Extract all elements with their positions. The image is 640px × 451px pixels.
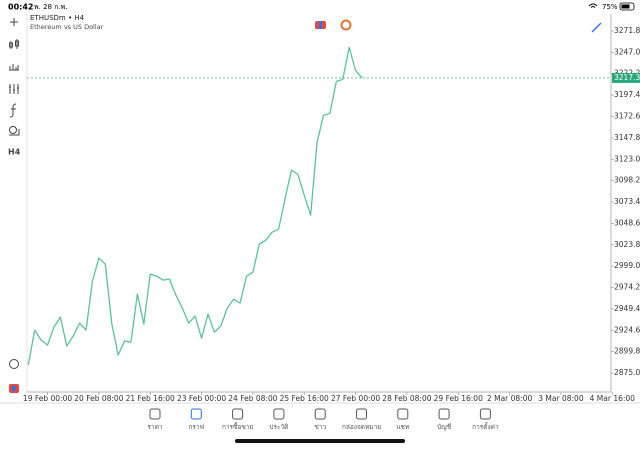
tab-icon <box>149 408 161 420</box>
tab-icon <box>314 408 326 420</box>
x-tick-label: 29 Feb 16:00 <box>434 394 483 403</box>
tab[interactable]: กราฟ <box>188 408 205 431</box>
battery-icon <box>619 2 635 11</box>
y-tick-label: 3073.40 <box>614 197 640 206</box>
tab-label: กราฟ <box>188 423 204 431</box>
tab[interactable]: แชท <box>396 408 409 431</box>
tab-icon <box>356 408 367 420</box>
one-click-trading[interactable] <box>340 19 352 31</box>
symbol-description: Ethereum vs US Dollar <box>30 23 104 31</box>
x-tick-label: 21 Feb 16:00 <box>126 394 175 403</box>
x-tick-label: 23 Feb 00:00 <box>177 394 226 403</box>
trade-panel-marker <box>12 386 16 391</box>
tab[interactable]: บัญชี <box>437 408 452 431</box>
tab-icon <box>273 408 285 420</box>
zoom-tool[interactable] <box>9 359 19 369</box>
y-tick-label: 3123.00 <box>614 154 640 163</box>
y-tick-label: 3098.20 <box>614 176 640 185</box>
tab-icon <box>190 408 202 420</box>
y-tick-label: 2875.00 <box>614 368 640 377</box>
x-tick-label: 25 Feb 16:00 <box>280 394 329 403</box>
timeframe-button[interactable]: H4 <box>8 148 21 157</box>
tab-label: การซื้อขาย <box>222 422 253 431</box>
price-line <box>27 46 363 366</box>
y-tick-label: 3048.60 <box>614 218 640 227</box>
x-tick-label: 24 Feb 08:00 <box>228 394 277 403</box>
current-price-box <box>612 72 640 83</box>
tab-label: การตั้งค่า <box>472 422 499 431</box>
volume-tool[interactable] <box>9 64 19 71</box>
tab-icon <box>438 408 450 420</box>
current-price-label: 3217.32 <box>614 73 640 82</box>
objects-tool-base[interactable] <box>9 129 20 136</box>
x-tick-label: 20 Feb 08:00 <box>74 394 123 403</box>
tab-icon <box>397 408 409 420</box>
objects-tool[interactable] <box>9 126 17 134</box>
tab-label: ประวัติ <box>269 423 288 431</box>
wifi-icon <box>588 3 598 8</box>
tab[interactable]: ราคา <box>147 408 163 431</box>
tab-label: แชท <box>396 423 409 431</box>
tab-label: ข่าว <box>314 423 326 431</box>
x-tick-label: 19 Feb 00:00 <box>23 394 72 403</box>
x-tick-label: 3 Mar 08:00 <box>538 394 584 403</box>
battery-level: 75% <box>602 3 618 11</box>
home-indicator <box>235 439 405 443</box>
y-tick-label: 3147.80 <box>614 133 640 142</box>
y-tick-label: 2924.60 <box>614 325 640 334</box>
plot-area: 2875.00 2899.80 2924.60 2949.40 2974.20 2999.… <box>23 26 640 403</box>
tab[interactable]: กล่องจดหมาย <box>342 408 381 431</box>
tab-bar: ราคา กราฟ การซื้อขาย ประวัติ ข่าว กล่องจดหมาย… <box>147 408 499 431</box>
x-tick-label: 27 Feb 00:00 <box>331 394 380 403</box>
tab-label: กล่องจดหมาย <box>342 423 381 431</box>
y-tick-label: 2974.20 <box>614 283 640 292</box>
indicators-tool[interactable] <box>9 84 19 94</box>
tab[interactable]: ข่าว <box>314 408 326 431</box>
status-time: 00:42 <box>8 3 33 12</box>
y-tick-label: 3197.40 <box>614 90 640 99</box>
tab-icon <box>232 408 244 420</box>
y-tick-label: 3172.60 <box>614 111 640 120</box>
crosshair-tool[interactable] <box>10 18 18 26</box>
symbol-title: ETHUSDm • H4 <box>30 14 85 22</box>
trade-buy-marker <box>319 21 322 29</box>
tab-label: บัญชี <box>437 423 452 431</box>
x-tick-label: 4 Mar 16:00 <box>590 394 636 403</box>
status-date: พ. 28 ก.พ. <box>34 3 68 11</box>
x-tick-label: 2 Mar 08:00 <box>487 394 533 403</box>
y-tick-label: 2949.40 <box>614 304 640 313</box>
function-tool[interactable] <box>9 103 17 118</box>
x-tick-label: 28 Feb 08:00 <box>382 394 431 403</box>
battery-fill <box>621 4 630 9</box>
y-tick-label: 3271.80 <box>614 26 640 35</box>
draw-line-tool[interactable] <box>591 22 602 33</box>
tab[interactable]: การซื้อขาย <box>222 408 253 431</box>
y-tick-label: 3023.80 <box>614 240 640 249</box>
tab-icon <box>479 408 491 420</box>
tab[interactable]: การตั้งค่า <box>472 408 499 431</box>
left-toolbar <box>9 18 20 369</box>
tab-label: ราคา <box>147 423 162 431</box>
chart-type-tool[interactable] <box>9 39 19 49</box>
y-tick-label: 2899.80 <box>614 347 640 356</box>
tab[interactable]: ประวัติ <box>269 408 288 431</box>
y-tick-label: 2999.00 <box>614 261 640 270</box>
y-tick-label: 3247.00 <box>614 47 640 56</box>
